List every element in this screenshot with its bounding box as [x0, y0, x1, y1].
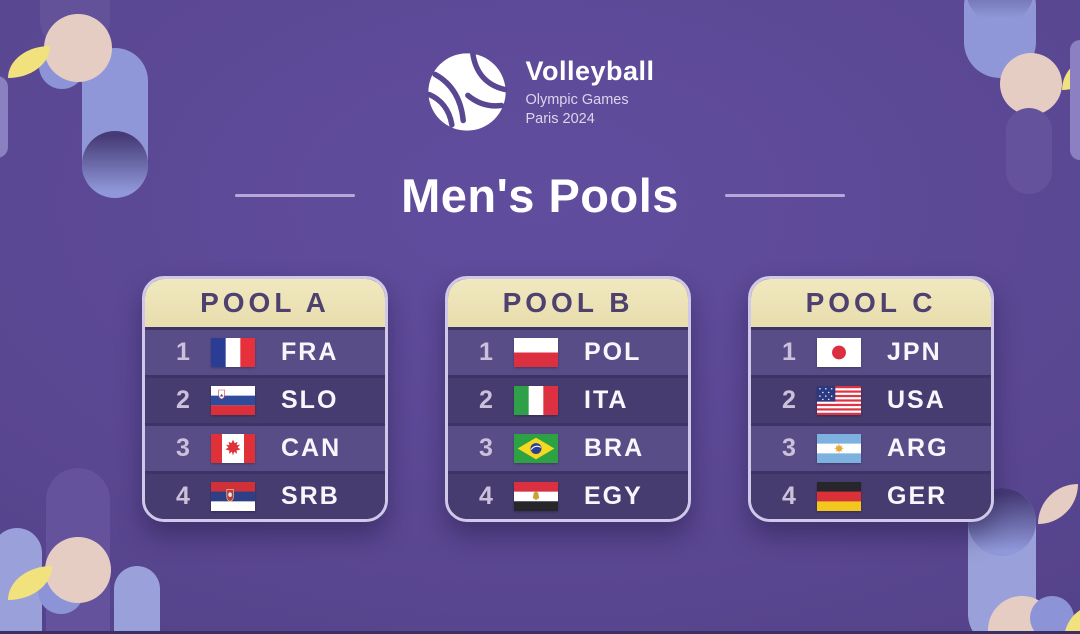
pool-c-row-3: 3 ARG [751, 426, 991, 471]
decor-bottom-left-pill-3 [114, 566, 160, 634]
logo-subtitle-2: Paris 2024 [525, 110, 595, 127]
title-row: Men's Pools [0, 168, 1080, 223]
rank-label: 2 [782, 386, 796, 414]
pool-a-header: POOL A [145, 279, 385, 327]
decor-bottom-left-pink-circle [45, 537, 111, 603]
decor-bottom-right-pink-petal [1038, 484, 1078, 524]
team-code: EGY [584, 482, 643, 510]
pool-b-row-3: 3 BRA [448, 426, 688, 471]
decor-top-left-pink-circle [44, 14, 112, 82]
flag-srb [211, 482, 255, 511]
pool-card-c: POOL C 1 JPN 2 USA 3 ARG 4 [748, 276, 994, 522]
rank-label: 4 [782, 482, 796, 510]
flag-ita [514, 386, 558, 415]
flag-slo [211, 386, 255, 415]
rank-label: 4 [176, 482, 190, 510]
pool-b-row-1: 1 POL [448, 330, 688, 375]
pool-c-row-4: 4 GER [751, 474, 991, 519]
pool-a-row-3: 3 CAN [145, 426, 385, 471]
pool-c-header: POOL C [751, 279, 991, 327]
team-code: ITA [584, 386, 629, 414]
rank-label: 1 [479, 338, 493, 366]
team-code: JPN [887, 338, 942, 366]
title-rule-right [724, 194, 845, 197]
flag-bra [514, 434, 558, 463]
pool-b-rows: 1 POL 2 ITA 3 BRA 4 EGY [448, 330, 688, 519]
decor-left-edge-pill [0, 76, 8, 158]
rank-label: 1 [782, 338, 796, 366]
pool-card-b: POOL B 1 POL 2 ITA 3 BRA 4 [445, 276, 691, 522]
pool-b-row-4: 4 EGY [448, 474, 688, 519]
pool-c-rows: 1 JPN 2 USA 3 ARG 4 GER [751, 330, 991, 519]
page-title: Men's Pools [401, 169, 679, 222]
flag-jpn [817, 338, 861, 367]
decor-top-right-purple-pill [1006, 108, 1052, 194]
rank-label: 3 [479, 434, 493, 462]
team-code: SRB [281, 482, 340, 510]
pool-a-rows: 1 FRA 2 SLO 3 CAN 4 SRB [145, 330, 385, 519]
pool-card-a: POOL A 1 FRA 2 SLO 3 CAN 4 [142, 276, 388, 522]
volleyball-logo-icon [425, 50, 509, 134]
flag-arg [817, 434, 861, 463]
decor-top-left-gradient-circle [82, 131, 148, 197]
rank-label: 3 [782, 434, 796, 462]
rank-label: 2 [479, 386, 493, 414]
bottom-edge-line [0, 631, 1080, 634]
team-code: CAN [281, 434, 342, 462]
rank-label: 2 [176, 386, 190, 414]
decor-right-edge-pill [1070, 40, 1080, 160]
flag-egy [514, 482, 558, 511]
flag-pol [514, 338, 558, 367]
decor-top-right-pink-circle [1000, 53, 1062, 115]
pool-a-row-4: 4 SRB [145, 474, 385, 519]
event-logo: Volleyball Olympic Games Paris 2024 [0, 50, 1080, 134]
rank-label: 4 [479, 482, 493, 510]
rank-label: 3 [176, 434, 190, 462]
title-rule-left [235, 194, 356, 197]
pool-b-header: POOL B [448, 279, 688, 327]
pool-a-row-2: 2 SLO [145, 378, 385, 423]
team-code: SLO [281, 386, 339, 414]
logo-title: Volleyball [525, 55, 655, 86]
pool-c-row-2: 2 USA [751, 378, 991, 423]
team-code: FRA [281, 338, 339, 366]
team-code: POL [584, 338, 642, 366]
pools-container: POOL A 1 FRA 2 SLO 3 CAN 4 [142, 276, 994, 522]
flag-ger [817, 482, 861, 511]
team-code: GER [887, 482, 948, 510]
flag-fra [211, 338, 255, 367]
event-logo-text: Volleyball Olympic Games Paris 2024 [525, 56, 654, 128]
team-code: BRA [584, 434, 645, 462]
team-code: ARG [887, 434, 949, 462]
pool-a-row-1: 1 FRA [145, 330, 385, 375]
pool-c-row-1: 1 JPN [751, 330, 991, 375]
flag-can [211, 434, 255, 463]
rank-label: 1 [176, 338, 190, 366]
logo-subtitle-1: Olympic Games [525, 91, 629, 108]
team-code: USA [887, 386, 946, 414]
pool-b-row-2: 2 ITA [448, 378, 688, 423]
flag-usa [817, 386, 861, 415]
